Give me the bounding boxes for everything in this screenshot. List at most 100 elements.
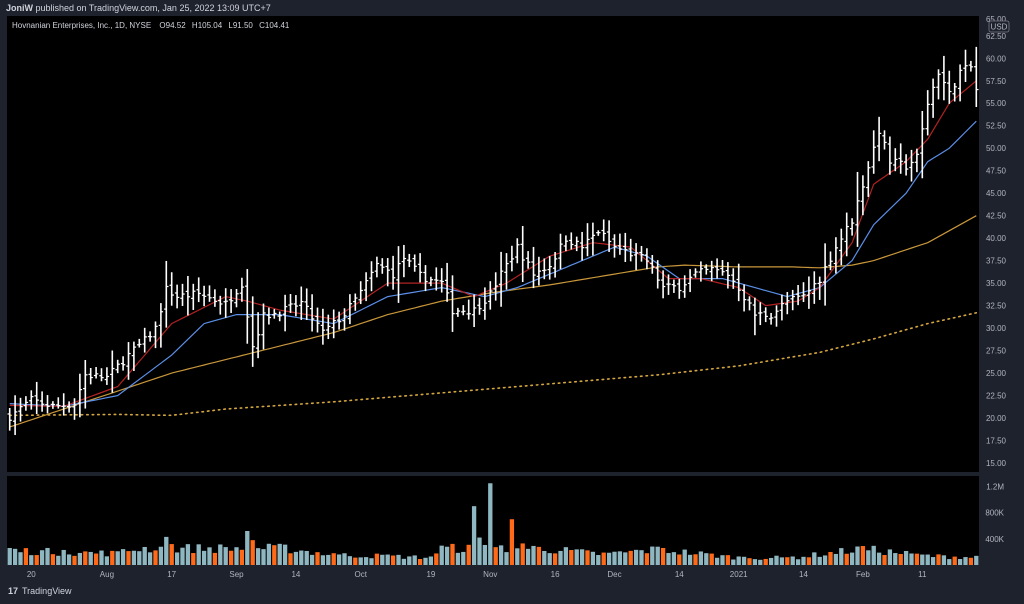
price-bar — [893, 148, 898, 172]
volume-bar — [115, 551, 120, 565]
time-tick-label: 14 — [291, 570, 300, 579]
legend-symbol: Hovnanian Enterprises, Inc., 1D, NYSE — [12, 21, 151, 30]
price-bar — [277, 311, 282, 322]
time-tick-label: Nov — [483, 570, 497, 579]
legend-low-value: 91.50 — [233, 21, 254, 30]
price-bar — [488, 281, 493, 310]
price-tick-label: 15.00 — [986, 459, 1007, 468]
time-tick-label: 17 — [167, 570, 176, 579]
price-bar — [207, 285, 212, 302]
price-bar — [401, 244, 407, 278]
price-bar — [461, 305, 466, 316]
price-bar — [126, 342, 131, 380]
price-bar — [45, 395, 50, 414]
price-bar — [839, 228, 844, 266]
price-bar — [158, 303, 164, 348]
volume-bar — [660, 547, 666, 565]
time-tick-label: 19 — [426, 570, 435, 579]
price-bar — [693, 268, 698, 278]
price-bar — [353, 293, 358, 311]
volume-bar — [682, 549, 687, 565]
volume-bar — [520, 543, 525, 565]
volume-bar — [720, 555, 725, 565]
price-bar — [18, 397, 23, 422]
volume-bar — [228, 550, 234, 565]
price-bar — [817, 276, 822, 300]
price-pane — [7, 16, 979, 472]
time-tick-label: 16 — [551, 570, 560, 579]
price-bar — [558, 233, 563, 270]
time-tick-label: 14 — [675, 570, 684, 579]
volume-bar — [455, 552, 461, 565]
price-bar — [347, 294, 353, 325]
volume-bar — [590, 551, 596, 565]
volume-bar — [434, 553, 439, 565]
price-bar — [606, 220, 612, 252]
time-axis[interactable]: 20 Aug 17 Sep 14 Oct 19 Nov 16 Dec 14 2021 14 Feb 11 — [27, 570, 927, 579]
volume-bar — [606, 552, 612, 565]
volume-bar — [293, 551, 299, 565]
volume-bars — [7, 483, 979, 565]
volume-bar — [439, 545, 444, 565]
price-bar — [925, 90, 930, 136]
price-axis[interactable]: 15.00 17.50 20.00 22.50 25.00 27.50 30.00 32.50… — [986, 15, 1007, 468]
price-bar — [952, 83, 957, 102]
volume-bar — [488, 483, 493, 565]
price-bar — [61, 393, 66, 416]
volume-bar — [450, 543, 455, 565]
volume-bar — [887, 549, 893, 565]
price-bar — [369, 261, 374, 292]
volume-bar — [401, 558, 407, 565]
price-bar — [412, 254, 417, 272]
volume-bar — [56, 555, 61, 565]
price-bar — [7, 407, 12, 431]
volume-bar — [353, 557, 358, 565]
price-bar — [704, 264, 709, 275]
price-bar — [542, 258, 547, 280]
price-bar — [293, 295, 299, 317]
price-bar — [569, 232, 574, 250]
price-tick-label: 32.50 — [986, 302, 1007, 311]
ema-short-line — [9, 80, 977, 407]
volume-bar — [99, 550, 104, 565]
volume-bar — [569, 550, 574, 565]
volume-bar — [104, 556, 110, 565]
publisher-name[interactable]: JoniW — [6, 3, 33, 13]
currency-badge[interactable]: USD — [988, 20, 1010, 33]
volume-bar — [914, 553, 920, 565]
tradingview-logo-icon: 17 — [8, 586, 19, 596]
price-bar — [450, 275, 455, 332]
price-bar — [245, 269, 250, 344]
footer-brand[interactable]: 17 TradingView — [8, 586, 72, 596]
volume-bar — [714, 557, 720, 565]
price-bar — [239, 277, 245, 302]
volume-bar — [849, 552, 855, 565]
price-bar — [282, 294, 288, 332]
price-bar — [164, 260, 169, 328]
volume-bar — [466, 544, 471, 565]
volume-pane — [7, 476, 979, 565]
price-tick-label: 47.50 — [986, 167, 1007, 176]
volume-bar — [547, 553, 552, 565]
price-tick-label: 52.50 — [986, 122, 1007, 131]
volume-bar — [704, 553, 709, 565]
volume-bar — [174, 552, 180, 565]
price-bar — [601, 219, 606, 242]
price-bar — [363, 272, 369, 302]
price-bar — [336, 311, 342, 330]
time-tick-label: Sep — [229, 570, 244, 579]
volume-bar — [774, 555, 779, 565]
volume-bar — [871, 545, 876, 565]
volume-bar — [909, 553, 914, 565]
price-bar — [477, 297, 482, 315]
volume-bar — [763, 558, 768, 565]
volume-bar — [925, 554, 930, 565]
price-tick-label: 20.00 — [986, 414, 1007, 423]
volume-bar — [444, 546, 450, 565]
price-bar — [444, 262, 450, 302]
price-bar — [407, 253, 412, 268]
price-bar — [736, 263, 741, 302]
volume-bar — [941, 555, 947, 565]
price-bar — [66, 401, 72, 413]
